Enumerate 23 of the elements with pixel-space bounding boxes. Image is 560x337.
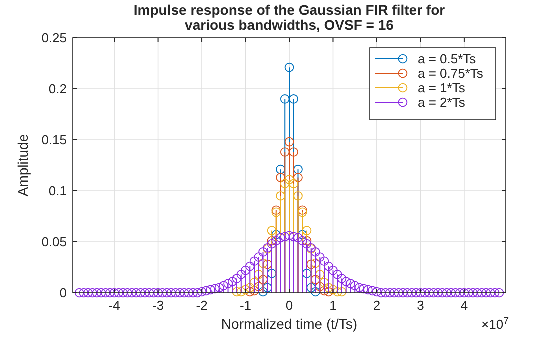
x-tick-label: 3 bbox=[417, 298, 424, 313]
x-tick-label: 0 bbox=[286, 298, 294, 313]
legend-label: a = 2*Ts bbox=[418, 95, 466, 110]
x-tick-label: -3 bbox=[152, 298, 164, 313]
y-tick-label: 0 bbox=[60, 286, 67, 300]
x-tick-label: -4 bbox=[108, 298, 120, 313]
x-tick-label: -2 bbox=[196, 298, 208, 313]
y-axis-title: Amplitude bbox=[15, 134, 31, 197]
y-tick-label: 0.2 bbox=[48, 82, 67, 96]
x-tick-label: 1 bbox=[330, 298, 337, 313]
x-tick-label: 2 bbox=[373, 298, 381, 313]
text: ×10$^{7}$ bbox=[482, 316, 509, 332]
y-tick-label: 0.1 bbox=[48, 184, 67, 198]
x-axis-title: Normalized time (t/Ts) bbox=[221, 316, 358, 332]
y-tick-label: 0.25 bbox=[42, 30, 67, 46]
x-tick-label: 4 bbox=[460, 298, 468, 313]
y-tick-label: 0.15 bbox=[42, 132, 67, 148]
chart-title: Impulse response of the Gaussian FIR filter for various bandwidths, OVSF = 16 bbox=[134, 2, 446, 33]
legend-label: a = 1*Ts bbox=[418, 80, 466, 96]
legend-label: a = 0.75*Ts bbox=[418, 66, 484, 81]
legend-label: a = 0.5*Ts bbox=[418, 52, 477, 66]
x-tick-label: -1 bbox=[240, 298, 252, 313]
y-tick-label: 0.05 bbox=[42, 234, 67, 250]
